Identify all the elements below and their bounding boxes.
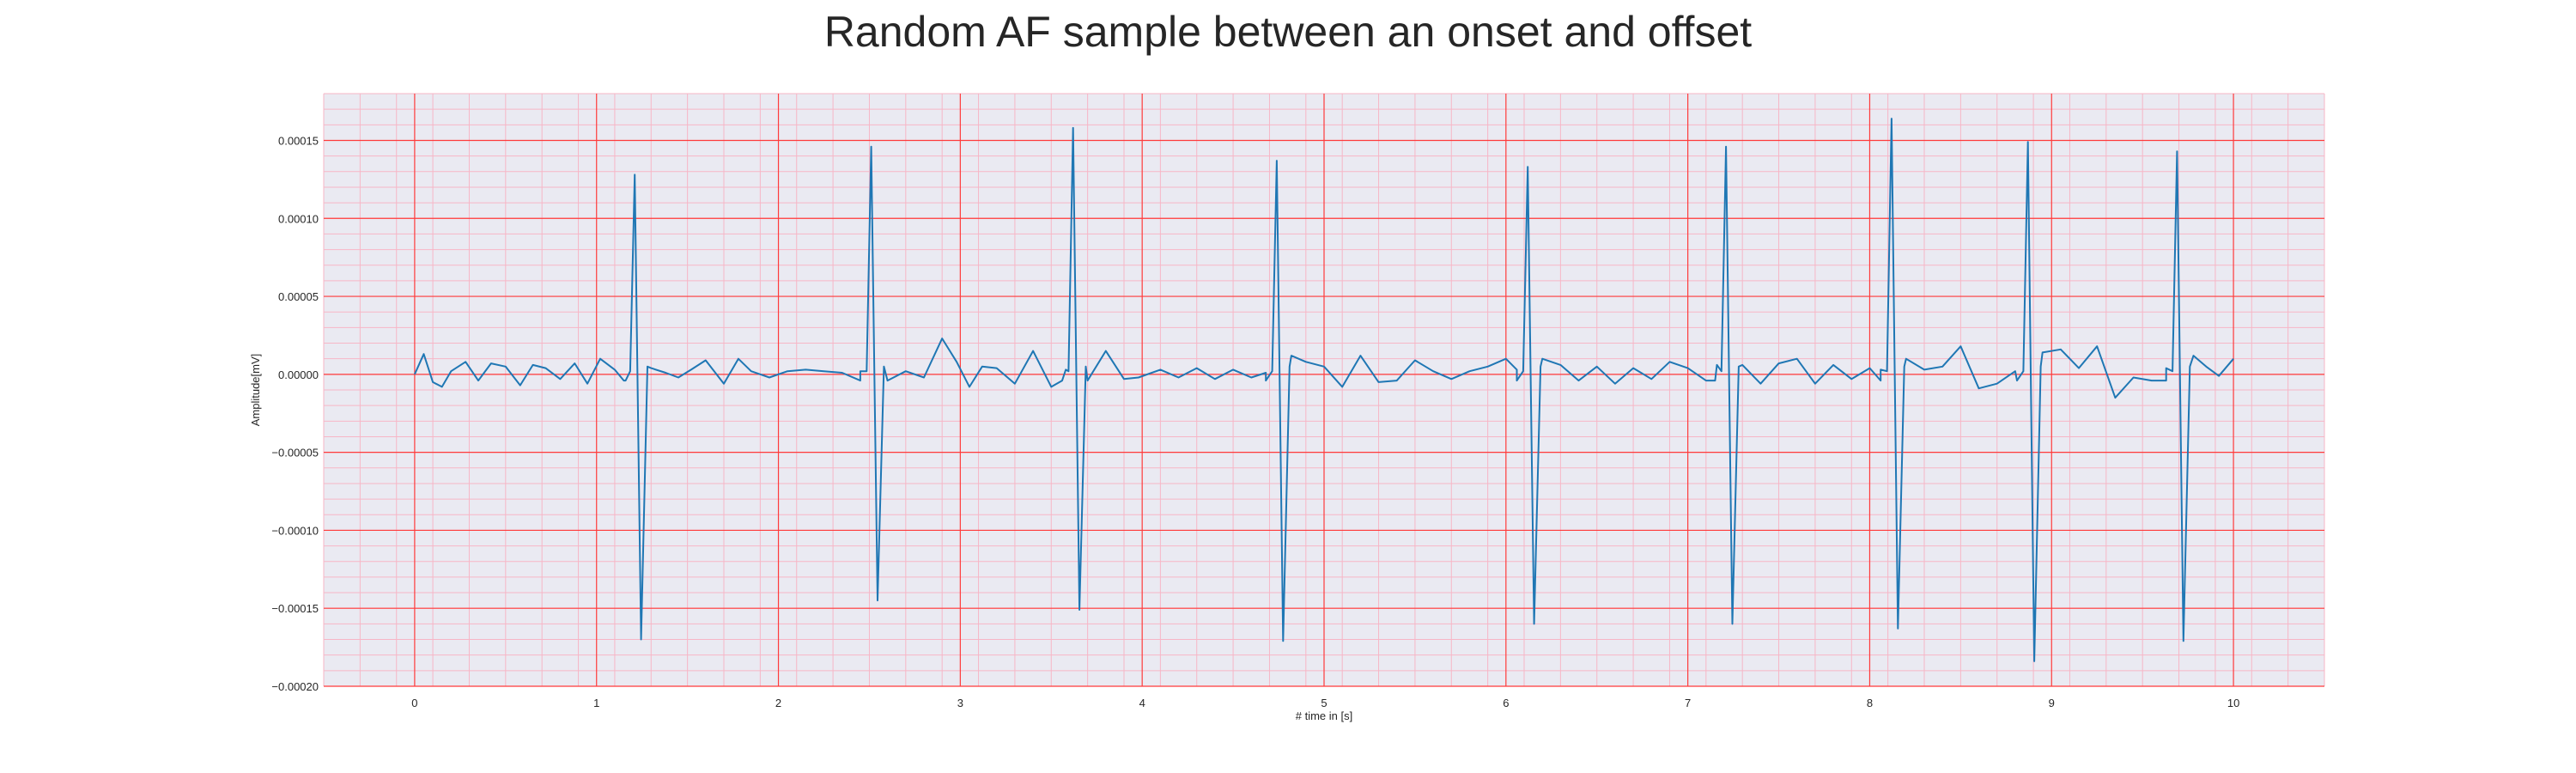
y-tick-label: −0.00015 <box>271 602 319 615</box>
y-axis-label: Amplitude[mV] <box>249 354 262 427</box>
x-axis-ticks: 0 1 2 3 4 5 6 7 8 9 10 <box>411 697 2239 709</box>
y-tick-label: 0.00015 <box>278 134 319 147</box>
x-tick-label: 4 <box>1139 697 1145 709</box>
y-tick-label: 0.00010 <box>278 212 319 225</box>
x-tick-label: 6 <box>1503 697 1509 709</box>
y-axis-ticks: 0.00015 0.00010 0.00005 0.00000 −0.00005 −0.0… <box>271 134 319 693</box>
ecg-signal-line <box>413 118 2234 662</box>
y-tick-label: −0.00005 <box>271 447 319 460</box>
x-tick-label: 1 <box>593 697 599 709</box>
major-grid <box>324 94 2324 687</box>
x-tick-label: 3 <box>957 697 963 709</box>
chart-title: Random AF sample between an onset and of… <box>824 8 1752 56</box>
x-axis-label: # time in [s] <box>1296 709 1352 722</box>
y-tick-label: 0.00005 <box>278 290 319 303</box>
y-tick-label: −0.00010 <box>271 524 319 537</box>
x-tick-label: 0 <box>411 697 417 709</box>
x-tick-label: 2 <box>775 697 781 709</box>
x-tick-label: 10 <box>2227 697 2239 709</box>
x-tick-label: 9 <box>2049 697 2055 709</box>
x-tick-label: 5 <box>1321 697 1327 709</box>
y-tick-label: −0.00020 <box>271 680 319 693</box>
x-tick-label: 7 <box>1685 697 1691 709</box>
x-tick-label: 8 <box>1867 697 1873 709</box>
y-tick-label: 0.00000 <box>278 368 319 381</box>
